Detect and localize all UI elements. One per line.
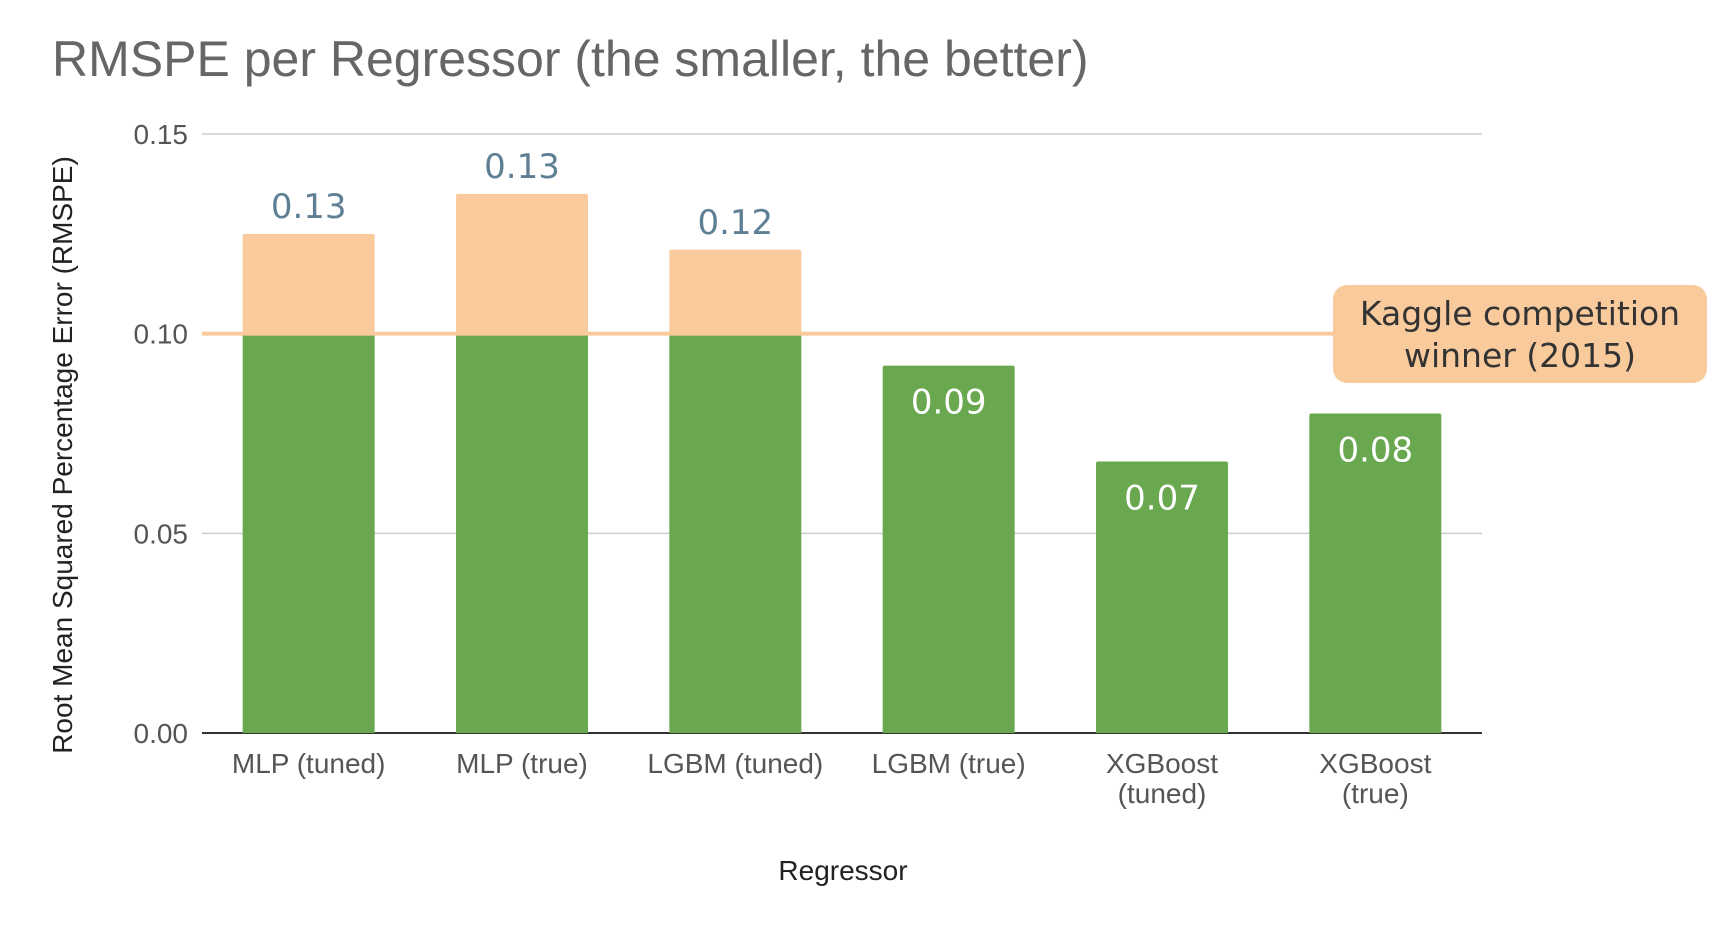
reference-annotation-text: Kaggle competition xyxy=(1360,294,1680,333)
bar-segment-below-reference xyxy=(456,333,588,733)
y-tick-label: 0.15 xyxy=(134,119,189,150)
data-label: 0.08 xyxy=(1337,431,1413,471)
x-tick-label: XGBoost (true) xyxy=(1319,748,1431,809)
bar-segment-below-reference xyxy=(242,333,375,733)
x-tick-label: MLP (tuned) xyxy=(232,748,386,779)
x-tick-label: LGBM (true) xyxy=(872,748,1026,779)
chart-title: RMSPE per Regressor (the smaller, the be… xyxy=(52,31,1089,87)
data-label: 0.07 xyxy=(1124,478,1200,518)
y-tick-label: 0.00 xyxy=(134,718,189,749)
y-axis-title: Root Mean Squared Percentage Error (RMSP… xyxy=(47,156,78,754)
data-label: 0.12 xyxy=(697,203,773,243)
bar-segment-below-reference xyxy=(669,333,802,733)
y-tick-label: 0.10 xyxy=(134,319,189,350)
data-label: 0.13 xyxy=(484,147,560,187)
x-tick-label: MLP (true) xyxy=(456,748,588,779)
x-tick-label: XGBoost (tuned) xyxy=(1106,748,1218,809)
data-label: 0.09 xyxy=(911,383,987,423)
bar-segment-above-reference xyxy=(456,193,588,334)
bar xyxy=(1309,413,1442,733)
reference-annotation-box xyxy=(1333,285,1707,383)
y-tick-label: 0.05 xyxy=(134,518,189,549)
x-tick-label: LGBM (tuned) xyxy=(647,748,823,779)
x-axis-title: Regressor xyxy=(778,855,907,886)
reference-annotation-text: winner (2015) xyxy=(1404,336,1636,375)
data-label: 0.13 xyxy=(271,187,347,227)
bar xyxy=(1096,461,1228,733)
bar xyxy=(882,365,1015,733)
bar-segment-above-reference xyxy=(669,249,802,334)
bar-segment-above-reference xyxy=(242,233,375,334)
